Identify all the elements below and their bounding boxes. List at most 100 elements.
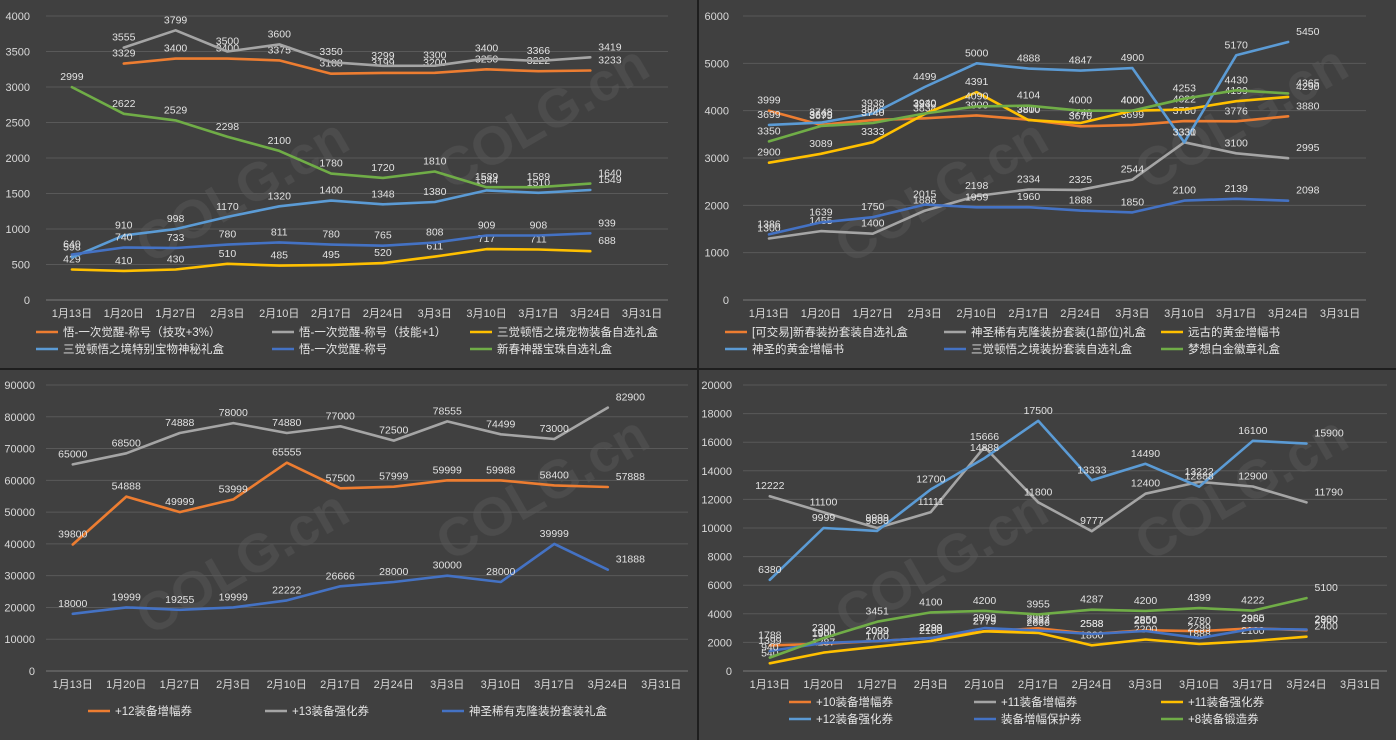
data-label: 2100 [1173, 185, 1197, 197]
data-label: 1300 [757, 222, 781, 234]
data-label: 3366 [527, 45, 551, 57]
data-label: 31888 [616, 554, 645, 566]
data-label: 74880 [272, 417, 301, 429]
data-label: 1549 [598, 174, 622, 186]
data-label: 780 [219, 229, 237, 241]
x-tick-label: 2月24日 [363, 308, 403, 320]
data-label: 998 [167, 213, 185, 225]
data-label: 3350 [319, 46, 343, 58]
data-label: 3333 [861, 126, 885, 138]
legend-item: 三觉顿悟之境装扮套装自选礼盒 [944, 342, 1132, 356]
x-tick-label: 1月20日 [803, 679, 843, 691]
y-tick-label: 12000 [701, 494, 732, 506]
series-line-4 [70, 232, 592, 256]
data-label: 495 [322, 249, 340, 261]
data-label: 30000 [433, 560, 462, 572]
data-label: 5450 [1296, 26, 1320, 38]
data-label: 2900 [757, 147, 781, 159]
y-tick-label: 0 [24, 295, 30, 307]
legend-label: +11装备增幅券 [1001, 695, 1078, 709]
data-label: 3880 [1296, 100, 1320, 112]
chart-panel-bottom-right: COLG.cn COLG.cn 0 2000 4000 6000 8000 10000 1200… [699, 370, 1396, 740]
y-tick-label: 60000 [4, 475, 35, 487]
x-tick-label: 1月27日 [155, 308, 195, 320]
x-tick-label: 3月10日 [466, 308, 506, 320]
x-tick-label: 3月31日 [1340, 679, 1380, 691]
legend-item: 梦想白金徽章礼盒 [1161, 342, 1280, 356]
data-label: 4499 [913, 71, 937, 83]
data-label: 3100 [1225, 137, 1249, 149]
data-label: 3600 [268, 28, 292, 40]
data-label: 733 [167, 232, 185, 244]
y-tick-label: 2500 [6, 118, 30, 130]
data-label: 2298 [216, 121, 240, 133]
data-label: 1544 [475, 174, 499, 186]
x-tick-label: 2月17日 [311, 308, 351, 320]
data-label: 3350 [757, 125, 781, 137]
x-tick-label: 2月24日 [374, 679, 414, 691]
x-tick-label: 1月27日 [853, 308, 893, 320]
y-tick-label: 70000 [4, 444, 35, 456]
legend-item: 神圣的黄金增幅书 [725, 342, 844, 356]
y-tick-label: 2000 [708, 637, 732, 649]
data-label: 3699 [757, 109, 781, 121]
data-label: 57500 [326, 472, 355, 484]
x-tick-label: 1月13日 [750, 679, 790, 691]
x-tick-label: 3月10日 [1179, 679, 1219, 691]
legend-item: 悟-一次觉醒-称号 [272, 342, 387, 356]
data-label: 1386 [757, 218, 781, 230]
data-label: 3419 [598, 41, 622, 53]
x-tick-label: 1月13日 [749, 308, 789, 320]
x-tick-label: 1月27日 [160, 679, 200, 691]
y-tick-label: 16000 [701, 437, 732, 449]
data-label: 65000 [58, 448, 87, 460]
series-line-5 [70, 85, 592, 189]
data-label: 4287 [1080, 594, 1104, 606]
data-label: 3799 [164, 14, 188, 26]
data-label: 11100 [810, 496, 838, 508]
x-tick-label: 3月3日 [1128, 679, 1162, 691]
x-tick-label: 3月17日 [534, 679, 574, 691]
y-tick-label: 500 [12, 260, 30, 272]
x-tick-label: 1月13日 [53, 679, 93, 691]
x-tick-label: 1月20日 [106, 679, 146, 691]
data-label: 4200 [973, 595, 997, 607]
data-label: 22222 [272, 584, 301, 596]
data-label: 939 [598, 217, 616, 229]
data-label: 4847 [1069, 55, 1093, 67]
data-label: 53999 [219, 483, 248, 495]
data-label: 77000 [326, 410, 355, 422]
data-label: 1788 [758, 629, 782, 641]
data-label: 765 [374, 230, 392, 242]
data-label: 4090 [965, 90, 989, 102]
data-label: 1400 [319, 185, 343, 197]
legend-item: 远古的黄金增幅书 [1161, 325, 1280, 339]
data-label: 1959 [965, 191, 989, 203]
data-label: 17500 [1024, 405, 1053, 417]
x-tick-label: 1月20日 [104, 308, 144, 320]
series-line-3 [70, 188, 592, 259]
data-label: 485 [270, 250, 288, 262]
y-tick-label: 4000 [6, 11, 30, 23]
y-tick-label: 1000 [6, 224, 30, 236]
series-line-1 [122, 28, 592, 68]
data-label: 19255 [165, 594, 194, 606]
data-label: 1348 [371, 188, 395, 200]
data-label: 12700 [916, 473, 945, 485]
data-label: 65555 [272, 447, 301, 459]
legend-label: +12装备强化券 [816, 712, 894, 726]
y-tick-label: 30000 [4, 571, 35, 583]
chart-3-svg: COLG.cn COLG.cn02000400060008000100001200… [701, 380, 1387, 726]
data-label: 4391 [965, 76, 989, 88]
y-tick-label: 4000 [708, 609, 732, 621]
data-label: 59999 [433, 464, 462, 476]
data-label: 39999 [540, 528, 569, 540]
chart-1-svg: COLG.cn COLG.cn01000200030004000500060001… [705, 11, 1366, 356]
data-label: 26666 [326, 570, 355, 582]
data-label: 3451 [865, 606, 889, 618]
data-label: 2099 [865, 625, 889, 637]
data-label: 3329 [112, 48, 136, 60]
data-label: 12400 [1131, 478, 1160, 490]
data-label: 1589 [527, 171, 551, 183]
data-label: 28000 [486, 566, 515, 578]
